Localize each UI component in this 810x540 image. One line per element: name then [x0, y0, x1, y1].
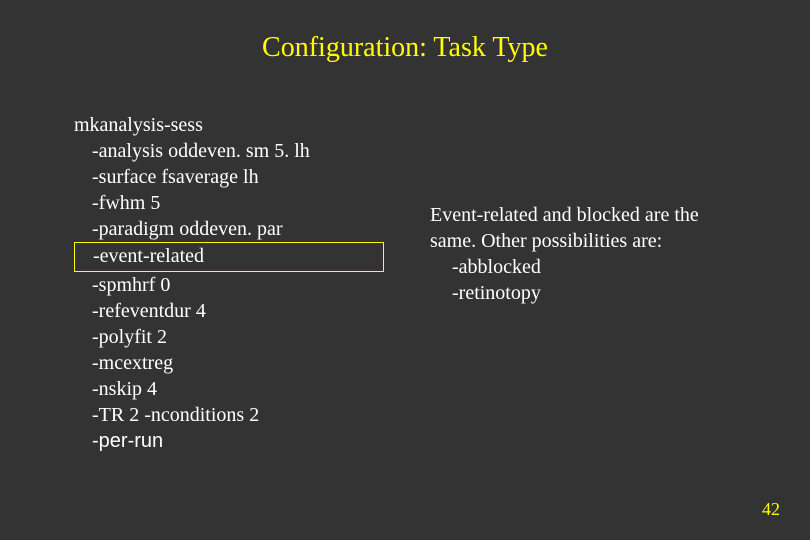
highlighted-flag-box: -event-related — [74, 242, 384, 272]
explanation-block: Event-related and blocked are the same. … — [420, 112, 790, 454]
command-flag: -analysis oddeven. sm 5. lh — [74, 138, 420, 164]
command-flag: -surface fsaverage lh — [74, 164, 420, 190]
command-flag: -nskip 4 — [74, 376, 420, 402]
page-number: 42 — [762, 499, 780, 520]
command-flag: -TR 2 -nconditions 2 — [74, 402, 420, 428]
command-flag: -refeventdur 4 — [74, 298, 420, 324]
command-flag: -fwhm 5 — [74, 190, 420, 216]
highlighted-flag: -event-related — [93, 243, 379, 269]
content-wrapper: mkanalysis-sess -analysis oddeven. sm 5.… — [0, 64, 810, 454]
command-block: mkanalysis-sess -analysis oddeven. sm 5.… — [0, 112, 420, 454]
explanation-line: same. Other possibilities are: — [430, 228, 790, 254]
command-flag: -polyfit 2 — [74, 324, 420, 350]
command-flag: -mcextreg — [74, 350, 420, 376]
command-flag: -paradigm oddeven. par — [74, 216, 420, 242]
command-name: mkanalysis-sess — [74, 112, 420, 138]
command-flag: -spmhrf 0 — [74, 272, 420, 298]
explanation-option: -abblocked — [430, 254, 790, 280]
explanation-option: -retinotopy — [430, 280, 790, 306]
explanation-line: Event-related and blocked are the — [430, 202, 790, 228]
command-flag-last: -per-run — [74, 428, 420, 454]
slide-title: Configuration: Task Type — [0, 0, 810, 64]
